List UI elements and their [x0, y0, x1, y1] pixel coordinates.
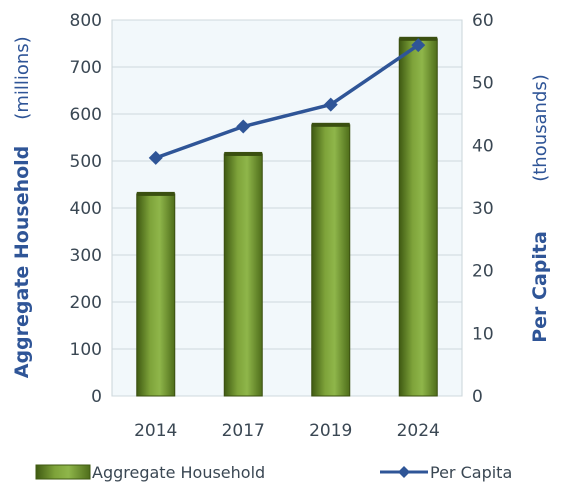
per-capita-point — [236, 119, 251, 134]
bar-top — [311, 122, 350, 127]
left-tick-label: 200 — [70, 293, 102, 313]
per-capita-line — [148, 38, 426, 165]
right-tick-label: 40 — [472, 136, 494, 156]
right-tick-label: 60 — [472, 11, 494, 31]
right-axis-unit: (thousands) — [530, 74, 551, 182]
right-axis-ticks: 0 10 20 30 40 50 60 — [472, 11, 494, 407]
left-tick-label: 500 — [70, 152, 102, 172]
legend-swatch-aggregate-household — [35, 464, 91, 480]
x-tick-label: 2024 — [397, 421, 440, 441]
legend: Aggregate Household Per Capita — [35, 463, 512, 482]
left-tick-label: 100 — [70, 340, 102, 360]
legend-label-aggregate-household: Aggregate Household — [92, 463, 265, 482]
left-tick-label: 400 — [70, 199, 102, 219]
bar — [136, 193, 176, 397]
legend-marker-per-capita — [398, 466, 410, 478]
legend-label-per-capita: Per Capita — [430, 463, 512, 482]
right-tick-label: 50 — [472, 74, 494, 94]
right-tick-label: 20 — [472, 262, 494, 282]
left-axis-unit: (millions) — [12, 36, 33, 119]
x-axis-ticks: 2014 2017 2019 2024 — [134, 421, 440, 441]
left-tick-label: 0 — [91, 387, 102, 407]
right-axis-title: Per Capita — [529, 231, 551, 343]
per-capita-point — [148, 150, 163, 165]
bar — [311, 124, 351, 397]
left-tick-label: 800 — [70, 11, 102, 31]
x-tick-label: 2019 — [309, 421, 352, 441]
x-tick-label: 2017 — [222, 421, 265, 441]
bar-top — [136, 191, 175, 196]
left-axis-title: Aggregate Household — [11, 146, 33, 379]
left-tick-label: 700 — [70, 58, 102, 78]
left-tick-label: 600 — [70, 105, 102, 125]
bars — [136, 36, 438, 397]
per-capita-series-line — [155, 43, 420, 160]
right-tick-label: 30 — [472, 199, 494, 219]
right-tick-label: 0 — [472, 387, 483, 407]
x-tick-label: 2014 — [134, 421, 177, 441]
bar — [398, 38, 438, 397]
bar — [223, 153, 263, 397]
per-capita-point — [411, 38, 426, 53]
right-tick-label: 10 — [472, 324, 494, 344]
per-capita-point — [323, 97, 338, 112]
left-tick-label: 300 — [70, 246, 102, 266]
bar-top — [224, 151, 263, 156]
left-axis-ticks: 0 100 200 300 400 500 600 700 800 — [70, 11, 102, 407]
